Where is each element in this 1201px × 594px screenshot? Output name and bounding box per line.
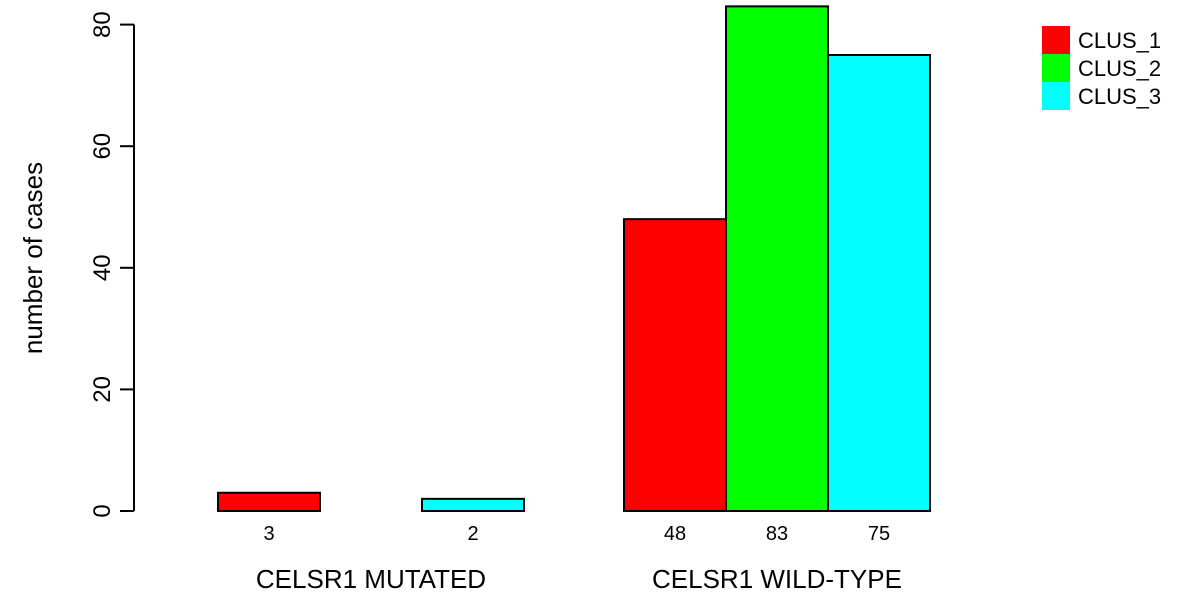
bar-clus-2: [725, 5, 829, 513]
bar-clus-3: [827, 54, 931, 512]
group-labels: CELSR1 MUTATED CELSR1 WILD-TYPE: [256, 564, 902, 594]
category-label: CELSR1 MUTATED: [256, 564, 486, 594]
y-tick-label: 60: [89, 133, 116, 160]
y-tick-label: 80: [89, 11, 116, 38]
bar-labels: 3 2 48 83 75: [263, 523, 890, 545]
legend-swatch: [1042, 82, 1070, 110]
category-label: CELSR1 WILD-TYPE: [652, 564, 902, 594]
bar-clus-3: [421, 497, 525, 512]
y-axis-title: number of cases: [18, 162, 48, 354]
bar-clus-1: [217, 491, 321, 513]
y-tick-label: 0: [89, 504, 116, 517]
legend-label: CLUS_2: [1078, 56, 1161, 81]
bar-value-label: 3: [263, 523, 274, 545]
y-tick-label: 20: [89, 376, 116, 403]
legend-swatch: [1042, 54, 1070, 82]
legend: CLUS_1 CLUS_2 CLUS_3: [1042, 26, 1161, 110]
y-tick-label: 40: [89, 254, 116, 281]
legend-label: CLUS_1: [1078, 28, 1161, 53]
bar-value-label: 48: [664, 523, 686, 545]
bar-value-label: 2: [467, 523, 478, 545]
bar-value-label: 83: [766, 523, 788, 545]
bar-clus-1: [623, 218, 727, 512]
legend-swatch: [1042, 26, 1070, 54]
bars: [217, 5, 931, 513]
y-axis: 0 20 40 60 80: [89, 11, 135, 518]
bar-value-label: 75: [868, 523, 890, 545]
legend-label: CLUS_3: [1078, 84, 1161, 109]
